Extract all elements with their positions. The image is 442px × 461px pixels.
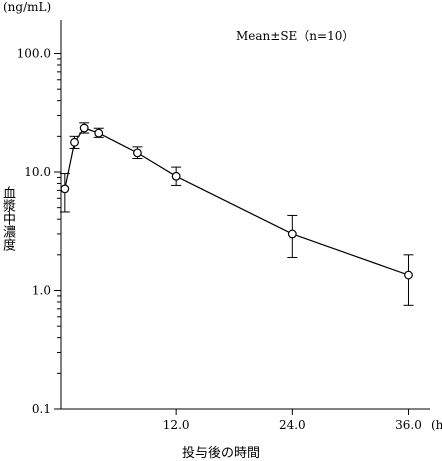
x-tick-label: 36.0 <box>395 418 422 432</box>
data-point <box>70 137 79 147</box>
series-line <box>64 127 409 276</box>
data-point <box>171 171 181 181</box>
stats-annotation: Mean±SE（n=10） <box>236 29 355 43</box>
x-axis-label: 投与後の時間 <box>181 446 260 461</box>
data-point <box>404 270 413 280</box>
y-tick-label: 100.0 <box>17 47 51 61</box>
x-tick-label: 12.0 <box>163 418 190 432</box>
data-point <box>79 123 89 133</box>
y-tick-label: 1.0 <box>32 284 51 298</box>
y-axis-label: 血漿中濃度 <box>0 186 15 251</box>
y-tick-label: 0.1 <box>32 402 51 416</box>
data-point <box>133 148 142 158</box>
data-point <box>94 128 104 138</box>
y-tick-label: 10.0 <box>24 165 51 179</box>
data-point <box>60 184 70 194</box>
x-tick-label: 24.0 <box>279 418 306 432</box>
data-point <box>287 229 297 239</box>
x-unit-label: (h) <box>431 418 442 432</box>
y-unit-label: (ng/mL) <box>3 0 52 14</box>
